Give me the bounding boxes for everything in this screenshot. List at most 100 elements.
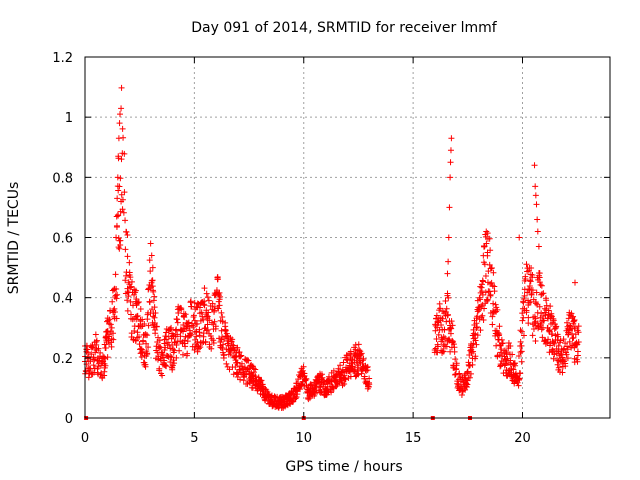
data-point <box>107 321 114 328</box>
data-point <box>432 327 439 334</box>
data-point <box>564 355 571 362</box>
data-point <box>145 344 152 351</box>
data-point <box>163 363 170 370</box>
data-point <box>502 361 509 368</box>
data-point <box>171 360 178 367</box>
data-point-spike <box>116 120 123 127</box>
data-point <box>136 341 143 348</box>
axis-ticks <box>84 56 610 419</box>
data-point <box>496 331 503 338</box>
data-point <box>109 298 116 305</box>
grid-lines <box>85 57 610 418</box>
data-point <box>466 374 473 381</box>
data-point <box>88 351 95 358</box>
data-point <box>177 333 184 340</box>
data-point <box>464 368 471 375</box>
data-point <box>178 305 185 312</box>
data-point <box>449 322 456 329</box>
data-point <box>528 290 535 297</box>
data-point <box>181 314 188 321</box>
data-point <box>317 389 324 396</box>
data-point <box>133 316 140 323</box>
x-tick-label: 5 <box>190 431 198 446</box>
data-point <box>201 302 208 309</box>
data-point <box>570 320 577 327</box>
data-point <box>170 346 177 353</box>
data-point <box>222 323 229 330</box>
data-point <box>136 333 143 340</box>
data-point <box>562 340 569 347</box>
data-point <box>480 278 487 285</box>
data-point <box>112 271 119 278</box>
data-point <box>360 355 367 362</box>
data-point <box>532 300 539 307</box>
data-point <box>237 376 244 383</box>
data-point <box>551 340 558 347</box>
data-point <box>562 363 569 370</box>
data-point <box>116 183 123 190</box>
data-point <box>443 343 450 350</box>
data-point-spike <box>516 234 523 241</box>
data-point <box>147 268 154 275</box>
data-point <box>152 309 159 316</box>
data-point <box>532 315 539 322</box>
data-point <box>477 327 484 334</box>
data-point <box>118 105 125 112</box>
data-point <box>522 273 529 280</box>
data-point <box>138 323 145 330</box>
data-point <box>180 321 187 328</box>
data-point <box>167 358 174 365</box>
data-point <box>121 150 128 157</box>
data-point-spike <box>534 228 541 235</box>
data-point <box>159 372 166 379</box>
data-point <box>252 366 259 373</box>
data-point <box>434 343 441 350</box>
data-point <box>474 332 481 339</box>
data-point <box>483 298 490 305</box>
data-point <box>258 377 265 384</box>
data-point <box>574 358 581 365</box>
data-point <box>104 327 111 334</box>
data-point <box>486 261 493 268</box>
data-point <box>120 134 127 141</box>
x-axis-title: GPS time / hours <box>285 459 402 475</box>
data-point <box>135 299 142 306</box>
data-point <box>557 350 564 357</box>
data-point <box>91 356 98 363</box>
data-point <box>151 293 158 300</box>
data-point <box>202 339 209 346</box>
data-point <box>363 364 370 371</box>
data-point <box>225 342 232 349</box>
data-point <box>133 313 140 320</box>
data-point <box>142 331 149 338</box>
data-point <box>119 196 126 203</box>
data-point-spike <box>532 183 539 190</box>
data-point <box>366 379 372 386</box>
data-point <box>222 327 229 334</box>
data-point <box>440 348 447 355</box>
data-point-spike <box>532 192 539 199</box>
data-point <box>541 305 548 312</box>
data-point <box>194 348 201 355</box>
data-point <box>120 209 127 216</box>
data-point <box>536 303 543 310</box>
data-point <box>238 352 245 359</box>
data-point <box>507 342 514 349</box>
data-point <box>156 367 163 374</box>
data-point <box>566 322 573 329</box>
data-point <box>211 318 218 325</box>
data-point <box>212 323 219 330</box>
data-point <box>173 354 180 361</box>
data-point <box>507 357 514 364</box>
data-point <box>116 245 123 252</box>
data-point <box>443 318 450 325</box>
data-point <box>517 349 524 356</box>
data-point <box>480 317 487 324</box>
chart-title: Day 091 of 2014, SRMTID for receiver lmm… <box>191 20 498 36</box>
data-point <box>190 312 197 319</box>
data-point <box>486 235 493 242</box>
data-point <box>575 323 582 330</box>
data-point <box>122 277 129 284</box>
data-point <box>358 350 365 357</box>
data-point-spike <box>445 234 452 241</box>
